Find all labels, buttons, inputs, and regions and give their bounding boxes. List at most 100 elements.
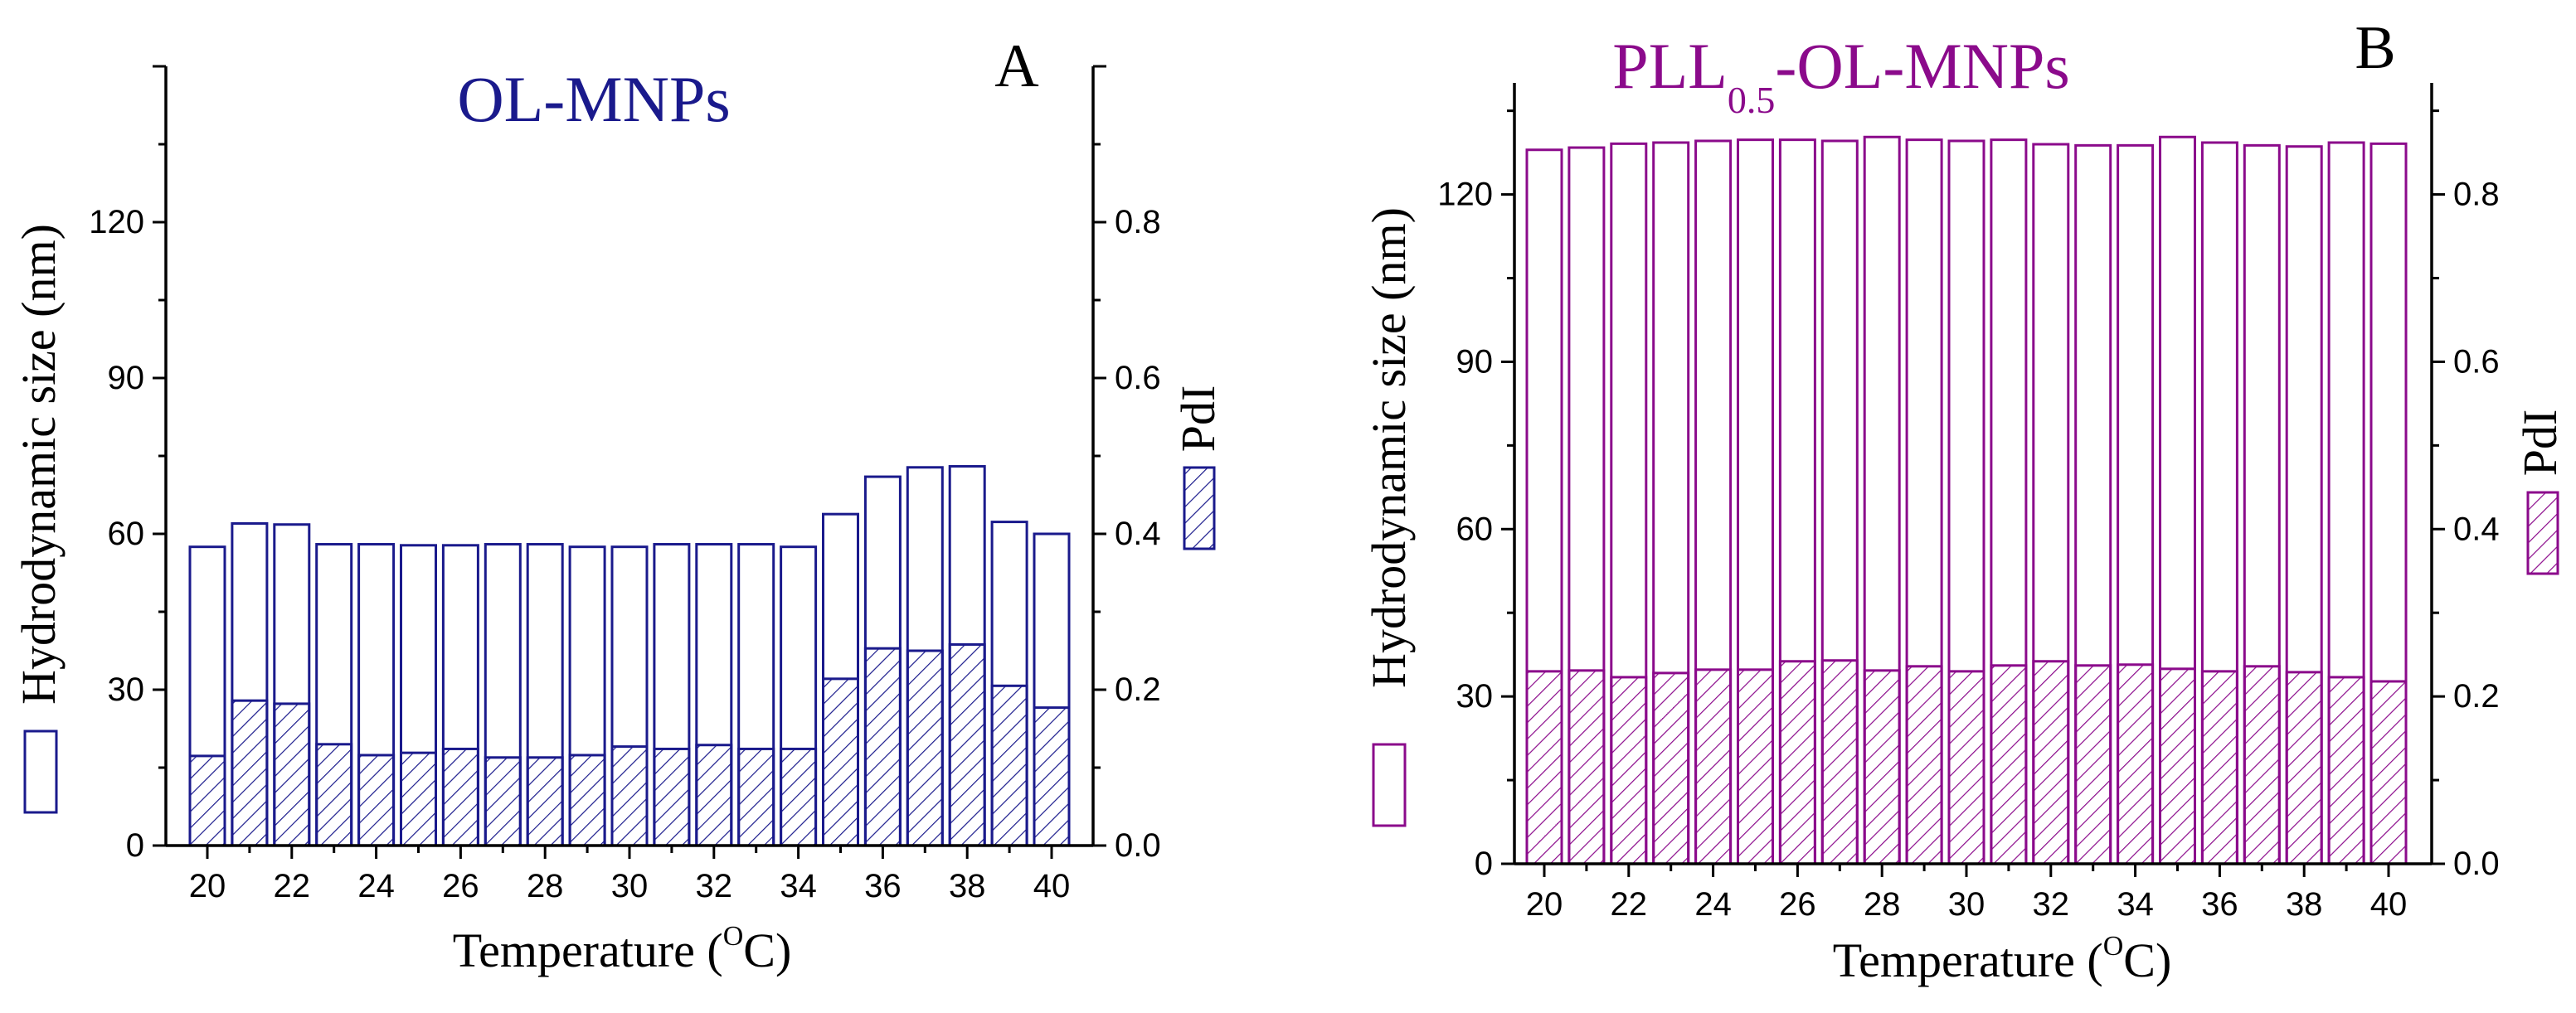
panel-a-y2-tick-label: 0.0 xyxy=(1115,827,1161,864)
panel-b-axes xyxy=(1513,83,2433,865)
panel-b-x-tick-label: 26 xyxy=(1779,886,1816,923)
panel-a-x-tick-label: 38 xyxy=(949,868,986,904)
panel-a: 0 30 60 90 120 0.0 0.2 0.4 0.6 0.8 20 22 24 26 28 30 32 3… xyxy=(12,32,1225,977)
panel-b-y-axis-title: Hydrodynamic size (nm) xyxy=(1362,207,1416,688)
panel-b-x-tick-label: 20 xyxy=(1526,886,1563,923)
panel-b-x-tick-label: 38 xyxy=(2286,886,2323,923)
panel-a-x-tick-label: 34 xyxy=(780,868,817,904)
panel-b-xlabel-sup: O xyxy=(2103,931,2124,962)
panel-a-x-axis-title: Temperature (OC) xyxy=(453,921,792,977)
panel-b-pdi-bar xyxy=(2243,665,2281,865)
panel-a-pdi-bar xyxy=(484,756,522,847)
panel-b-y-tick-label: 0 xyxy=(1475,846,1493,882)
panel-a-x-tick-label: 30 xyxy=(611,868,649,904)
panel-b-x-tick-label: 32 xyxy=(2033,886,2070,923)
panel-b-title: PLL0.5-OL-MNPs xyxy=(1612,30,2070,121)
panel-a-y2-tick-label: 0.6 xyxy=(1115,360,1161,396)
panel-b-title-suffix: -OL-MNPs xyxy=(1775,30,2069,102)
panel-b-x-tick-label: 28 xyxy=(1864,886,1901,923)
panel-b-x-axis-title: Temperature (OC) xyxy=(1833,931,2172,987)
panel-a-x-tick-label: 40 xyxy=(1033,868,1071,904)
panel-b-x-tick-label: 24 xyxy=(1694,886,1732,923)
panel-a-pdi-bar xyxy=(568,754,606,847)
panel-a-pdi-bar xyxy=(906,649,944,847)
panel-b-pdi-bar xyxy=(1820,659,1859,865)
panel-a-x-tick-label: 26 xyxy=(442,868,479,904)
panel-b-legend-hatched-swatch xyxy=(2526,491,2559,575)
panel-a-x-tick-label: 28 xyxy=(527,868,564,904)
panel-a-legend-hatched-swatch xyxy=(1183,466,1216,550)
panel-b-pdi-bar xyxy=(2117,663,2155,865)
panel-b-pdi-bar xyxy=(1567,669,1606,865)
panel-a-pdi-bar xyxy=(780,747,818,847)
panel-b-pdi-bar xyxy=(1694,668,1733,865)
panel-b-pdi-bar xyxy=(1905,665,1943,865)
panel-a-y-tick-label: 90 xyxy=(108,360,145,396)
panel-b-pdi-bar xyxy=(1863,669,1901,865)
panel-b-y-tick-label: 90 xyxy=(1456,343,1494,380)
panel-b-pdi-bar xyxy=(2032,660,2070,865)
panel-a-ylabel: Hydrodynamic size (nm) xyxy=(12,224,66,705)
panel-b-y2-tick-label: 0.0 xyxy=(2453,846,2500,882)
panel-a-y-tick-label: 30 xyxy=(108,671,145,708)
panel-a-legend-open-swatch xyxy=(23,729,58,814)
panel-b-ylabel: Hydrodynamic size (nm) xyxy=(1362,207,1416,688)
panel-a-pdi-bar xyxy=(990,684,1028,847)
panel-b-y2-tick-label: 0.2 xyxy=(2453,678,2500,715)
panel-a-pdi-bar xyxy=(1033,706,1071,847)
panel-b-pdi-bar xyxy=(1610,676,1648,865)
panel-a-pdi-bar xyxy=(231,699,269,847)
panel-b-xlabel-main: Temperature ( xyxy=(1833,933,2103,987)
panel-a-pdi-bar xyxy=(695,744,733,847)
panel-b: 0 30 60 90 120 0.0 0.2 0.4 0.6 0.8 20 22 24 26 28 30 32 3… xyxy=(1362,14,2567,987)
panel-b-x-tick-label: 40 xyxy=(2370,886,2408,923)
panel-a-x-tick-label: 32 xyxy=(696,868,733,904)
svg-text:Temperature (OC): Temperature (OC) xyxy=(453,921,792,977)
panel-b-x-tick-label: 22 xyxy=(1611,886,1648,923)
panel-b-ticks: 0 30 60 90 120 0.0 0.2 0.4 0.6 0.8 20 22 24 26 28 30 32 3… xyxy=(1437,109,2500,923)
svg-text:Temperature (OC): Temperature (OC) xyxy=(1833,931,2172,987)
panel-a-pdi-bar xyxy=(526,756,564,847)
panel-b-pdi-bar xyxy=(1525,670,1563,865)
panel-a-y2label: PdI xyxy=(1171,385,1225,453)
panel-b-bars xyxy=(1525,135,2408,865)
panel-a-pdi-bar xyxy=(441,747,479,847)
panel-b-x-tick-label: 36 xyxy=(2201,886,2238,923)
panel-a-y-tick-label: 0 xyxy=(126,827,144,864)
panel-b-pdi-bar xyxy=(2285,671,2323,865)
panel-b-title-sub: 0.5 xyxy=(1728,79,1776,121)
panel-a-y2-tick-label: 0.4 xyxy=(1115,516,1161,552)
panel-a-y2-tick-label: 0.8 xyxy=(1115,204,1161,240)
panel-a-ticks: 0 30 60 90 120 0.0 0.2 0.4 0.6 0.8 20 22 24 26 28 30 32 3… xyxy=(89,65,1161,904)
panel-a-y-axis-title: Hydrodynamic size (nm) xyxy=(12,224,66,705)
panel-a-x-tick-label: 22 xyxy=(274,868,311,904)
panel-b-pdi-bar xyxy=(2369,680,2408,865)
panel-b-pdi-bar xyxy=(1947,670,1985,865)
panel-a-x-tick-label: 36 xyxy=(864,868,902,904)
panel-a-pdi-bar xyxy=(315,743,353,847)
panel-b-pdi-bar xyxy=(1652,671,1690,865)
panel-b-title-main: PLL xyxy=(1612,30,1728,102)
panel-a-y-tick-label: 60 xyxy=(108,516,145,552)
panel-a-pdi-bar xyxy=(737,747,775,847)
panel-a-xlabel-main: Temperature ( xyxy=(453,923,723,977)
panel-a-pdi-bar xyxy=(948,642,986,847)
panel-b-pdi-bar xyxy=(2159,667,2196,865)
panel-b-x-tick-label: 34 xyxy=(2117,886,2154,923)
panel-b-y-tick-label: 60 xyxy=(1456,511,1494,547)
panel-b-y-tick-label: 120 xyxy=(1437,177,1493,213)
panel-b-y2-tick-label: 0.6 xyxy=(2453,343,2500,380)
panel-b-x-tick-label: 30 xyxy=(1948,886,1985,923)
panel-a-x-tick-label: 20 xyxy=(189,868,226,904)
panel-b-pdi-bar xyxy=(2200,670,2238,865)
panel-a-pdi-bar xyxy=(863,647,902,847)
panel-a-pdi-bar xyxy=(653,747,691,847)
panel-a-pdi-bar xyxy=(188,754,226,847)
panel-a-pdi-bar xyxy=(273,702,311,847)
panel-b-y-tick-label: 30 xyxy=(1456,678,1494,715)
panel-a-title: OL-MNPs xyxy=(457,63,730,135)
panel-a-y2-tick-label: 0.2 xyxy=(1115,671,1161,708)
panel-a-y-tick-label: 120 xyxy=(89,204,144,240)
panel-b-pdi-bar xyxy=(2327,676,2365,865)
panel-b-label: B xyxy=(2355,14,2395,82)
